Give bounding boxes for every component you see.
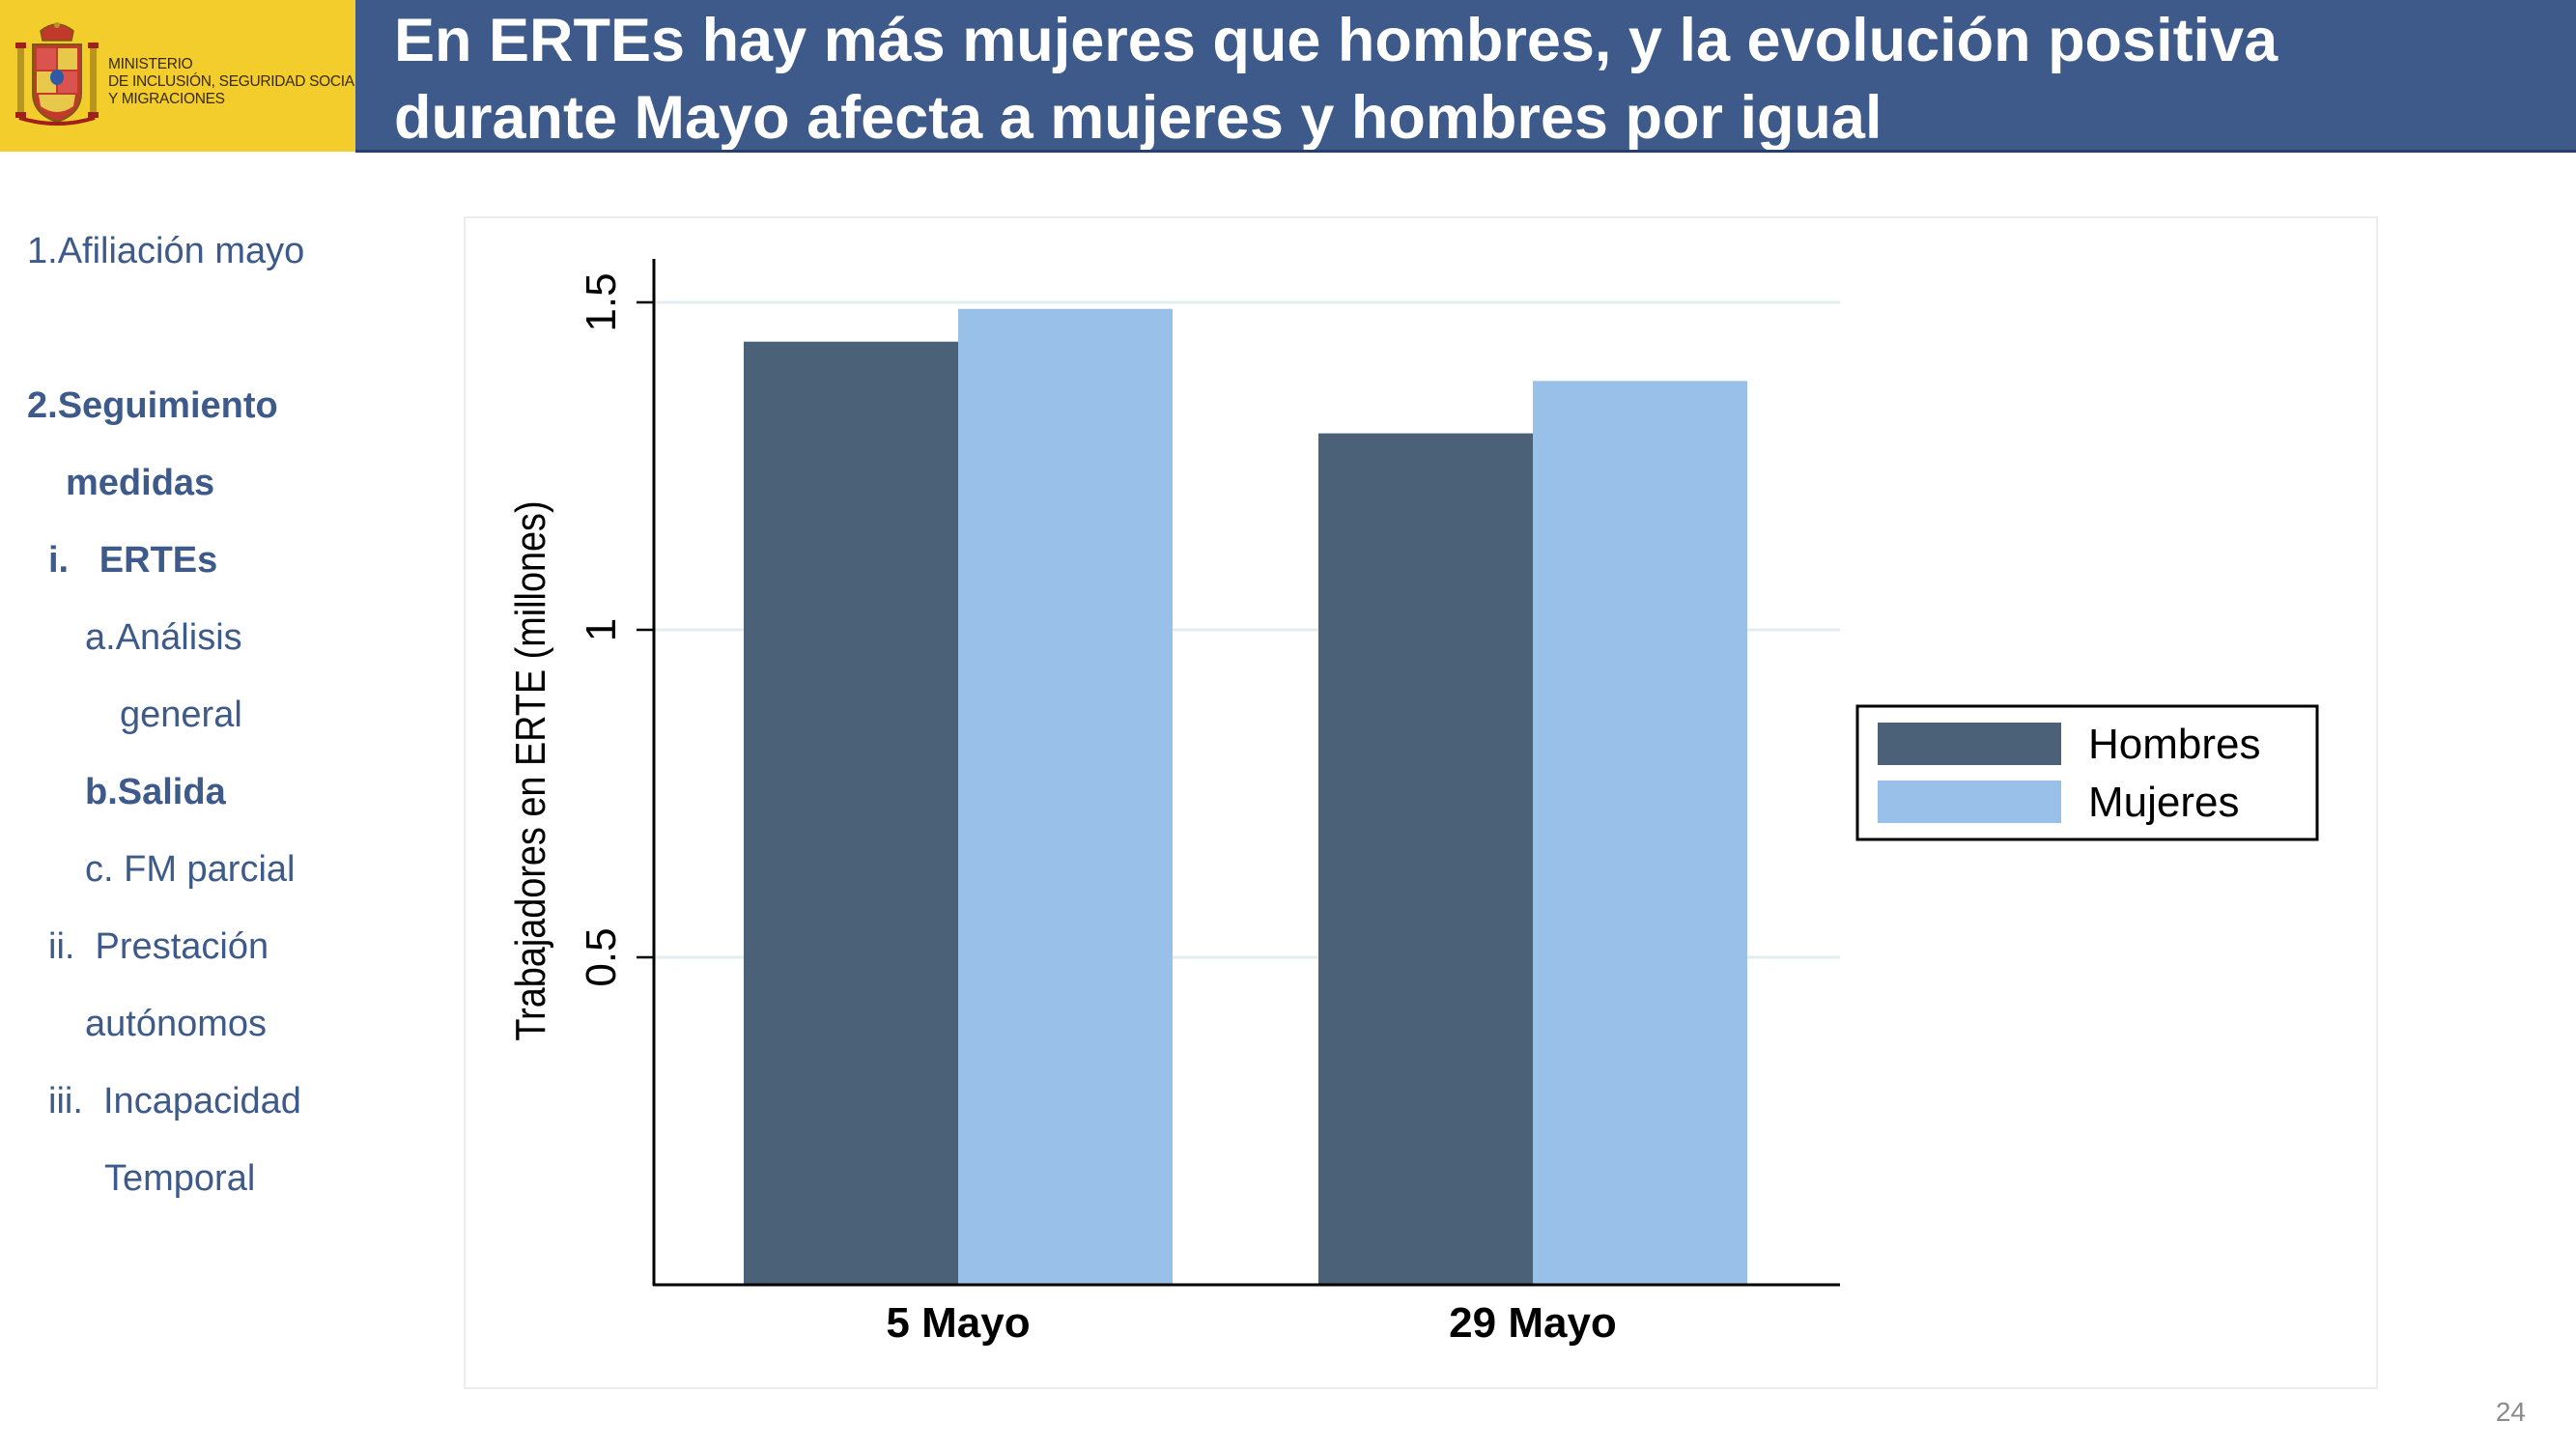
y-axis-label: Trabajadores en ERTE (millones) bbox=[506, 500, 553, 1040]
page-number: 24 bbox=[2495, 1397, 2526, 1427]
sidebar-item-salida[interactable]: b.Salida bbox=[85, 772, 226, 812]
ministry-line-1: MINISTERIO bbox=[108, 56, 193, 72]
bar-chart: 0.5 1 1.5 5 Mayo 29 Mayo Trabajadores en ERT… bbox=[506, 259, 2319, 1347]
legend-label-mujeres: Mujeres bbox=[2088, 779, 2240, 826]
ministry-line-3: Y MIGRACIONES bbox=[108, 91, 225, 107]
y-tick-label: 1 bbox=[578, 618, 625, 641]
ministry-logo: MINISTERIO DE INCLUSIÓN, SEGURIDAD SOCIA… bbox=[0, 0, 363, 152]
sidebar-item-fm-parcial[interactable]: c. FM parcial bbox=[85, 849, 296, 890]
sidebar-item-autonomos[interactable]: autónomos bbox=[85, 1004, 268, 1044]
sidebar-item-temporal[interactable]: Temporal bbox=[104, 1158, 256, 1199]
bar-hombres-0 bbox=[744, 341, 958, 1285]
page-title-line-1: En ERTEs hay más mujeres que hombres, y … bbox=[394, 7, 2279, 74]
ministry-line-2: DE INCLUSIÓN, SEGURIDAD SOCIAL bbox=[108, 73, 363, 90]
title-band: En ERTEs hay más mujeres que hombres, y … bbox=[355, 0, 2576, 152]
bar-hombres-1 bbox=[1318, 433, 1533, 1286]
title-underline bbox=[355, 150, 2576, 153]
sidebar-item-prestacion[interactable]: ii. Prestación bbox=[48, 926, 269, 967]
axes: 0.5 1 1.5 5 Mayo 29 Mayo bbox=[578, 259, 1840, 1347]
sidebar-item-ertes[interactable]: i. ERTEs bbox=[48, 540, 218, 581]
legend-label-hombres: Hombres bbox=[2088, 721, 2261, 768]
sidebar-nav: 1.Afiliación mayo 2.Seguimiento medidas … bbox=[0, 217, 425, 1261]
legend-swatch-mujeres bbox=[1878, 781, 2061, 823]
x-tick-label: 29 Mayo bbox=[1449, 1299, 1617, 1347]
page-title-line-2: durante Mayo afecta a mujeres y hombres … bbox=[394, 84, 1882, 152]
y-tick-label: 0.5 bbox=[578, 927, 625, 986]
coat-of-arms-icon bbox=[15, 22, 99, 126]
y-tick-label: 1.5 bbox=[578, 272, 625, 331]
sidebar-item-incapacidad[interactable]: iii. Incapacidad bbox=[48, 1081, 301, 1122]
ministry-name: MINISTERIO DE INCLUSIÓN, SEGURIDAD SOCIA… bbox=[108, 56, 363, 108]
bar-mujeres-0 bbox=[958, 308, 1173, 1285]
legend: Hombres Mujeres bbox=[1855, 704, 2319, 841]
x-tick-label: 5 Mayo bbox=[886, 1299, 1030, 1347]
sidebar-item-analisis[interactable]: a.Análisis bbox=[85, 617, 242, 658]
bars bbox=[744, 308, 1747, 1286]
chart-panel: 0.5 1 1.5 5 Mayo 29 Mayo Trabajadores en ERT… bbox=[464, 216, 2378, 1389]
sidebar-item-seguimiento[interactable]: 2.Seguimiento bbox=[27, 385, 278, 426]
sidebar-item-general[interactable]: general bbox=[120, 695, 242, 735]
sidebar-item-medidas[interactable]: medidas bbox=[66, 463, 215, 503]
page-title: En ERTEs hay más mujeres que hombres, y … bbox=[394, 2, 2548, 156]
legend-swatch-hombres bbox=[1878, 723, 2061, 765]
sidebar-item-afiliacion-mayo[interactable]: 1.Afiliación mayo bbox=[27, 231, 305, 271]
bar-mujeres-1 bbox=[1533, 381, 1747, 1285]
